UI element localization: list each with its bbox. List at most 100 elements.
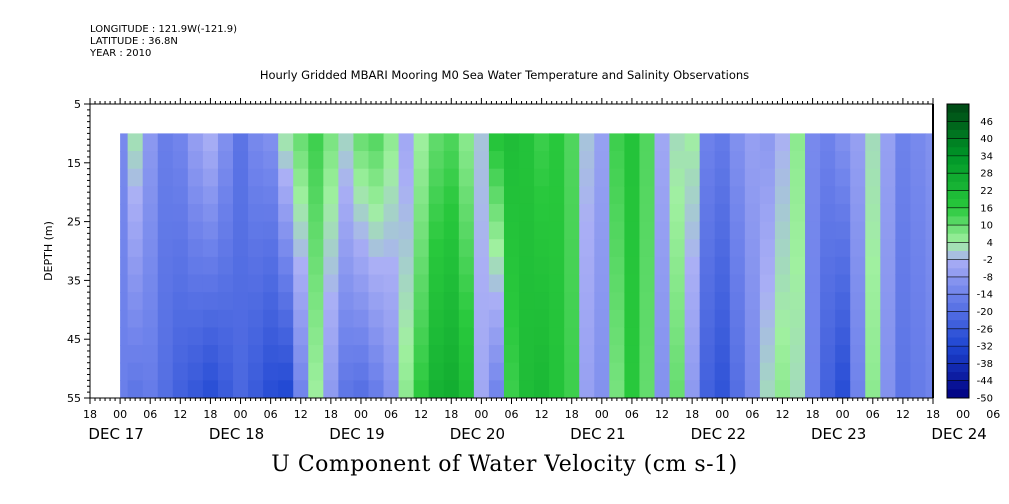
heatmap-cell <box>850 256 866 276</box>
heatmap-cell <box>157 168 174 187</box>
heatmap-cell <box>202 292 219 311</box>
heatmap-cell <box>233 292 249 311</box>
heatmap-cell <box>820 133 836 152</box>
heatmap-cell <box>579 274 595 293</box>
heatmap-cell <box>714 380 731 398</box>
heatmap-cell <box>895 274 912 293</box>
heatmap-cell <box>759 168 776 187</box>
heatmap-cell <box>368 256 385 276</box>
heatmap-cell <box>594 256 610 276</box>
date-label: DEC 20 <box>450 425 505 443</box>
heatmap-cell <box>729 151 746 170</box>
heatmap-cell <box>157 309 174 329</box>
heatmap-cell <box>127 186 144 205</box>
heatmap-cell <box>865 239 881 258</box>
heatmap-cell <box>820 239 836 258</box>
heatmap-cell <box>458 380 475 398</box>
heatmap-cell <box>142 380 159 398</box>
colorbar-label: -14 <box>977 290 993 301</box>
heatmap-cell <box>248 151 264 170</box>
x-tick-label: 18 <box>685 408 699 421</box>
heatmap-cell <box>398 168 415 187</box>
heatmap-cell <box>353 345 370 364</box>
heatmap-cell <box>624 239 641 258</box>
heatmap-cell <box>458 362 475 381</box>
heatmap-cell <box>473 362 490 381</box>
heatmap-cell <box>850 133 866 152</box>
heatmap-cell <box>759 133 776 152</box>
heatmap-cell <box>895 327 912 346</box>
heatmap-cell <box>503 292 520 311</box>
heatmap-cell <box>910 380 927 398</box>
heatmap-cell <box>880 186 896 205</box>
heatmap-cell <box>187 203 204 223</box>
heatmap-cell <box>443 362 460 381</box>
heatmap-cell <box>368 345 385 364</box>
heatmap-cell <box>669 362 686 381</box>
date-label: DEC 23 <box>811 425 866 443</box>
heatmap-cell <box>519 186 535 205</box>
heatmap-cell <box>744 309 761 329</box>
heatmap-cell <box>835 239 851 258</box>
heatmap-cell <box>789 151 806 170</box>
heatmap-cell <box>699 362 716 381</box>
heatmap-cell <box>654 151 671 170</box>
chart-title: Hourly Gridded MBARI Mooring M0 Sea Wate… <box>259 68 750 82</box>
heatmap-cell <box>443 239 460 258</box>
heatmap-cell <box>458 274 475 293</box>
heatmap-cell <box>774 380 791 398</box>
colorbar-label: 46 <box>980 117 993 128</box>
heatmap-cell <box>564 256 580 276</box>
heatmap-cell <box>639 133 656 152</box>
heatmap-cell <box>910 309 927 329</box>
heatmap-cell <box>323 239 339 258</box>
heatmap-cell <box>639 327 656 346</box>
x-tick-label: 18 <box>806 408 820 421</box>
heatmap-cell <box>187 168 204 187</box>
heatmap-cell <box>729 380 746 398</box>
heatmap-cell <box>774 133 791 152</box>
heatmap-cell <box>684 239 701 258</box>
longitude-label: LONGITUDE : 121.9W(-121.9) <box>90 24 237 35</box>
heatmap-cell <box>729 221 746 240</box>
heatmap-cell <box>202 327 219 346</box>
heatmap-cell <box>699 133 716 152</box>
x-tick-label: 18 <box>565 408 579 421</box>
heatmap-cell <box>579 292 595 311</box>
heatmap-cell <box>805 256 821 276</box>
heatmap-cell <box>774 292 791 311</box>
heatmap-cell <box>925 380 933 398</box>
heatmap-cell <box>865 168 881 187</box>
heatmap-cell <box>699 292 716 311</box>
heatmap-cell <box>263 362 279 381</box>
heatmap-cell <box>624 309 641 329</box>
heatmap-cell <box>729 327 746 346</box>
heatmap-cell <box>323 380 339 398</box>
heatmap-cell <box>759 256 776 276</box>
heatmap-cell <box>458 221 475 240</box>
heatmap-cell <box>624 256 641 276</box>
heatmap-cell <box>202 239 219 258</box>
heatmap-cell <box>609 362 625 381</box>
heatmap-cell <box>338 151 355 170</box>
heatmap-cell <box>850 151 866 170</box>
heatmap-cell <box>503 151 520 170</box>
heatmap-cell <box>398 203 415 223</box>
colorbar-band <box>947 190 969 200</box>
heatmap-cell <box>624 292 641 311</box>
heatmap-cell <box>669 203 686 223</box>
heatmap-cell <box>338 327 355 346</box>
heatmap-cell <box>534 168 550 187</box>
heatmap-cell <box>594 168 610 187</box>
heatmap-cell <box>413 380 430 398</box>
x-tick-label: 00 <box>836 408 850 421</box>
heatmap-cell <box>564 292 580 311</box>
heatmap-cell <box>428 133 445 152</box>
heatmap-cell <box>278 327 294 346</box>
heatmap-cell <box>925 292 933 311</box>
heatmap-cell <box>458 309 475 329</box>
heatmap-cell <box>865 221 881 240</box>
heatmap-cell <box>609 168 625 187</box>
heatmap-cell <box>172 309 189 329</box>
heatmap-cell <box>865 345 881 364</box>
